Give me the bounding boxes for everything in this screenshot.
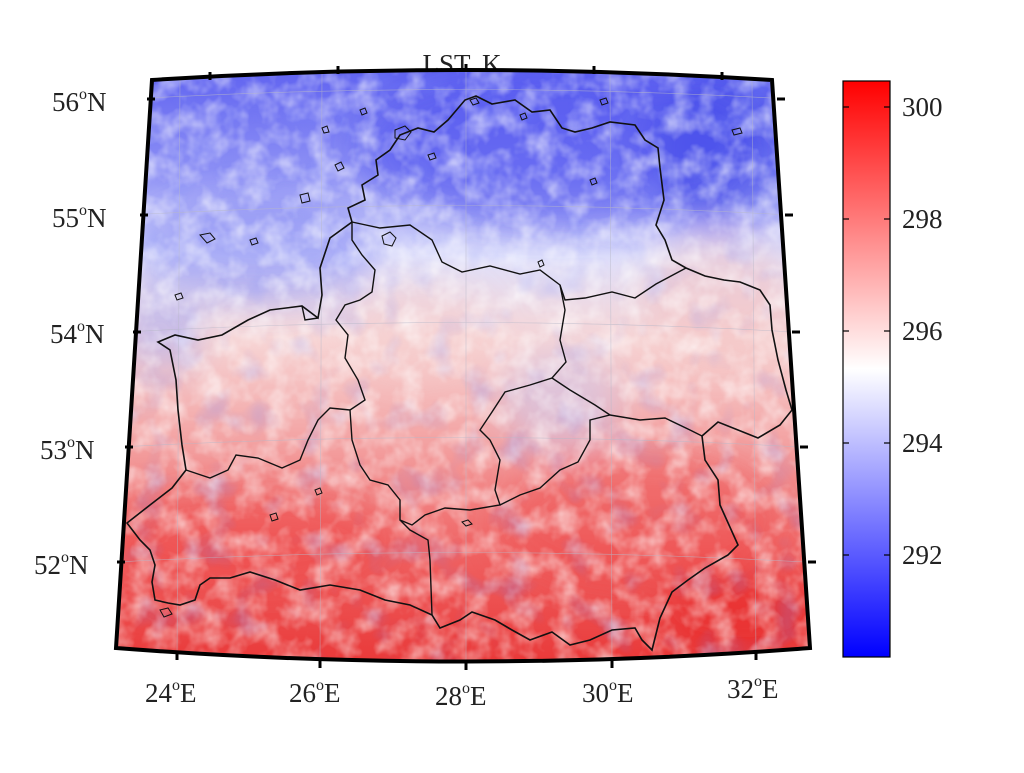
national-border [125, 95, 793, 652]
colorbar-gradient [842, 80, 891, 658]
colorbar-label-292: 292 [902, 540, 943, 570]
lon-label-28: 28oE [435, 680, 487, 711]
colorbar-label-300: 300 [902, 92, 943, 122]
latitude-labels: 56oN 55oN 54oN 53oN 52oN [34, 86, 107, 580]
lat-label-53: 53oN [40, 434, 95, 465]
colorbar: 300 298 296 294 292 [842, 80, 943, 658]
lon-label-24: 24oE [145, 677, 197, 708]
regional-boundaries [185, 221, 703, 616]
colorbar-ticks [843, 106, 890, 556]
map-frame [113, 68, 813, 664]
lat-label-52: 52oN [34, 549, 89, 580]
lon-label-30: 30oE [582, 677, 634, 708]
longitude-labels: 24oE 26oE 28oE 30oE 32oE [145, 673, 779, 711]
colorbar-label-296: 296 [902, 316, 943, 346]
lon-label-32: 32oE [727, 673, 779, 704]
colorbar-label-294: 294 [902, 428, 943, 458]
lat-label-54: 54oN [50, 318, 105, 349]
lon-label-26: 26oE [289, 677, 341, 708]
lst-field-texture-cool [116, 70, 810, 662]
lat-label-56: 56oN [52, 86, 107, 117]
lat-label-55: 55oN [52, 202, 107, 233]
map-panel [116, 70, 810, 662]
graticule [117, 70, 806, 662]
frame-ticks [117, 64, 816, 670]
lakes [159, 97, 743, 618]
colorbar-label-298: 298 [902, 204, 943, 234]
